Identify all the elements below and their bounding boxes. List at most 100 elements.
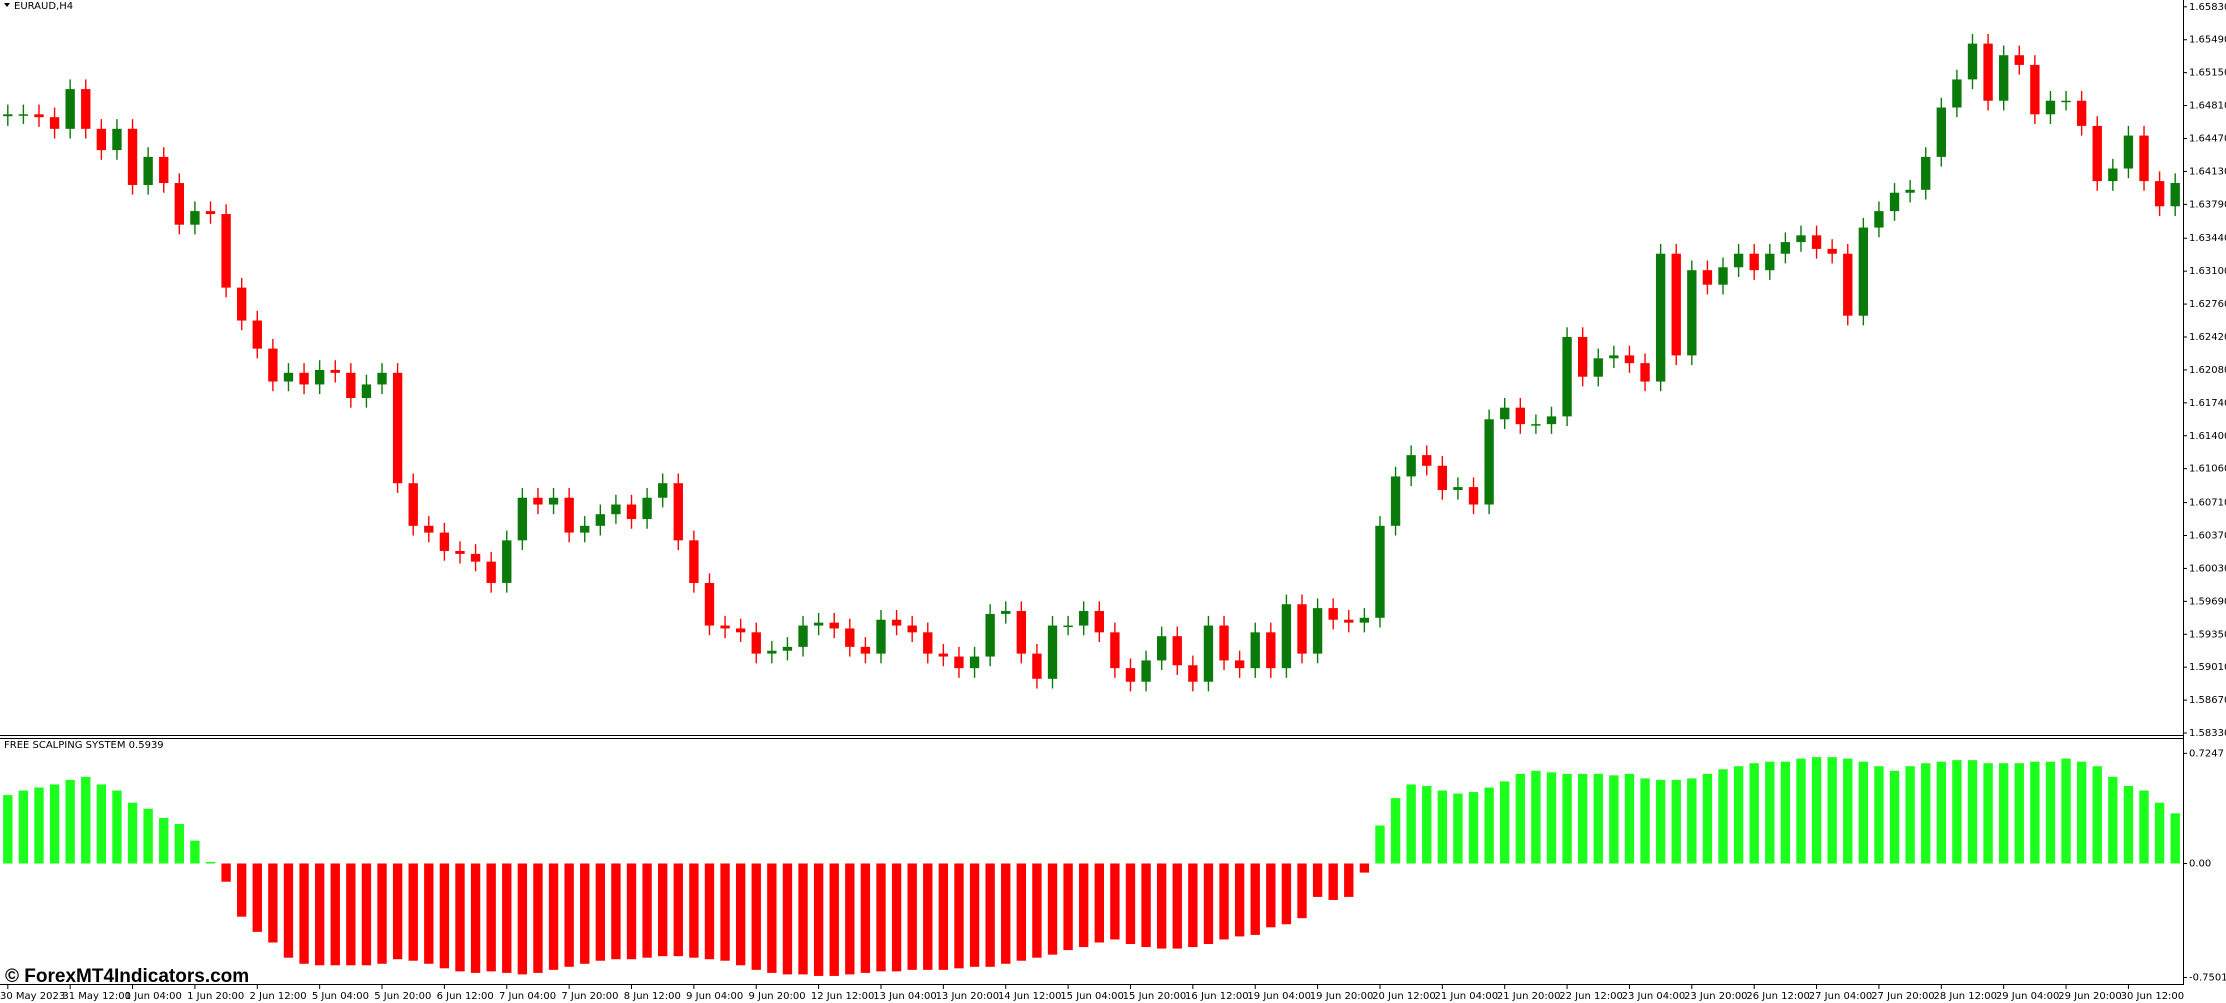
x-tick-label: 12 Jun 12:00 [811, 991, 875, 1002]
y-tick-label: 1.64130 [2189, 166, 2226, 177]
x-tick-label: 14 Jun 12:00 [998, 991, 1062, 1002]
candle-body [1671, 253, 1681, 356]
histogram-bar [1156, 863, 1167, 949]
indicator-title: FREE SCALPING SYSTEM 0.5939 [4, 740, 164, 751]
histogram-bar [221, 863, 231, 882]
y-tick-label: 1.58330 [2189, 728, 2226, 739]
histogram-bar [1079, 863, 1089, 948]
candle-body [642, 497, 652, 520]
histogram-bar [2108, 776, 2118, 864]
candle-body [174, 183, 184, 225]
histogram-bar [2030, 761, 2040, 864]
x-tick-label: 30 May 2023 [0, 991, 65, 1002]
histogram-bar [1952, 760, 1962, 864]
candle-body [2108, 168, 2118, 182]
x-tick-label: 26 Jun 12:00 [1746, 991, 1810, 1002]
histogram-bar [1312, 863, 1323, 897]
candle-body [658, 483, 668, 498]
histogram-bar [174, 823, 184, 864]
histogram-bar [1406, 784, 1416, 864]
histogram-bar [455, 863, 465, 972]
histogram-bar [1172, 863, 1182, 949]
histogram-bar [1546, 772, 1557, 864]
candle-body [2123, 135, 2134, 169]
histogram-bar [34, 787, 44, 864]
histogram-bar [2092, 766, 2102, 864]
histogram-bar [1999, 763, 2009, 864]
candle-body [1484, 419, 1494, 505]
y-tick-label: 1.63100 [2189, 266, 2226, 277]
histogram-bar [938, 863, 949, 970]
histogram-bar [2045, 761, 2056, 864]
histogram-bar [595, 863, 606, 961]
histogram-bar [813, 863, 824, 976]
x-tick-label: 22 Jun 12:00 [1559, 991, 1623, 1002]
histogram-bar [2076, 761, 2087, 864]
candle-body [1453, 487, 1463, 490]
candle-body [346, 372, 356, 399]
candle-body [782, 646, 793, 651]
candle-body [1063, 625, 1073, 628]
y-tick-label: 1.62420 [2189, 332, 2226, 343]
candle-body [81, 89, 91, 129]
x-tick-label: 5 Jun 04:00 [312, 991, 369, 1002]
candle-body [1203, 625, 1214, 682]
histogram-bar [143, 808, 153, 864]
histogram-bar [1874, 766, 1884, 864]
y-tick-label: 1.61060 [2189, 464, 2226, 475]
y-tick-label: 1.63440 [2189, 233, 2226, 244]
candle-body [1016, 611, 1027, 654]
histogram-bar [1936, 761, 1946, 864]
candle-body [1141, 660, 1151, 682]
histogram-bar [517, 863, 528, 975]
histogram-bar [1733, 766, 1744, 864]
candle-body [985, 613, 995, 657]
y-tick-label: 1.58670 [2189, 695, 2226, 706]
candle-body [1468, 487, 1479, 505]
histogram-bar [237, 863, 247, 917]
x-tick-label: 13 Jun 04:00 [873, 991, 937, 1002]
x-tick-label: 1 Jun 04:00 [125, 991, 182, 1002]
y-tick-label: 1.59010 [2189, 662, 2226, 673]
histogram-bar [408, 863, 418, 961]
histogram-bar [1624, 773, 1635, 864]
histogram-bar [330, 863, 340, 966]
histogram-bar [1827, 757, 1837, 864]
histogram-bar [564, 863, 574, 967]
histogram-bar [65, 779, 75, 864]
symbol-menu-icon[interactable] [4, 3, 10, 7]
candle-body [1328, 608, 1338, 620]
candle-body [1094, 611, 1104, 633]
candle-body [923, 632, 933, 654]
histogram-bar [1702, 773, 1713, 864]
histogram-bar [1718, 769, 1728, 864]
histogram-bar [1437, 790, 1448, 864]
y-tick-label: -0.7501 [2189, 972, 2226, 983]
histogram-bar [1671, 779, 1681, 864]
histogram-bar [1203, 863, 1214, 945]
candle-body [1266, 632, 1276, 669]
candle-body [1967, 43, 1978, 80]
histogram-bar [658, 863, 668, 957]
histogram-bar [860, 863, 871, 973]
candle-body [1312, 608, 1323, 654]
candle-body [2030, 64, 2040, 115]
candle-body [580, 525, 590, 533]
histogram-bar [424, 863, 434, 964]
candle-body [252, 320, 262, 349]
histogram-bar [2123, 785, 2134, 864]
x-tick-label: 7 Jun 20:00 [561, 991, 618, 1002]
candle-body [455, 550, 465, 554]
x-tick-label: 2 Jun 12:00 [249, 991, 306, 1002]
candle-body [2139, 135, 2149, 182]
candle-body [1359, 617, 1370, 623]
histogram-bar [299, 863, 309, 964]
candle-body [1983, 43, 1993, 101]
x-tick-label: 27 Jun 20:00 [1871, 991, 1935, 1002]
histogram-bar [1125, 863, 1136, 945]
candle-body [1874, 211, 1884, 228]
histogram-bar [891, 863, 902, 972]
candle-body [1718, 267, 1728, 285]
y-tick-label: 1.61400 [2189, 431, 2226, 442]
